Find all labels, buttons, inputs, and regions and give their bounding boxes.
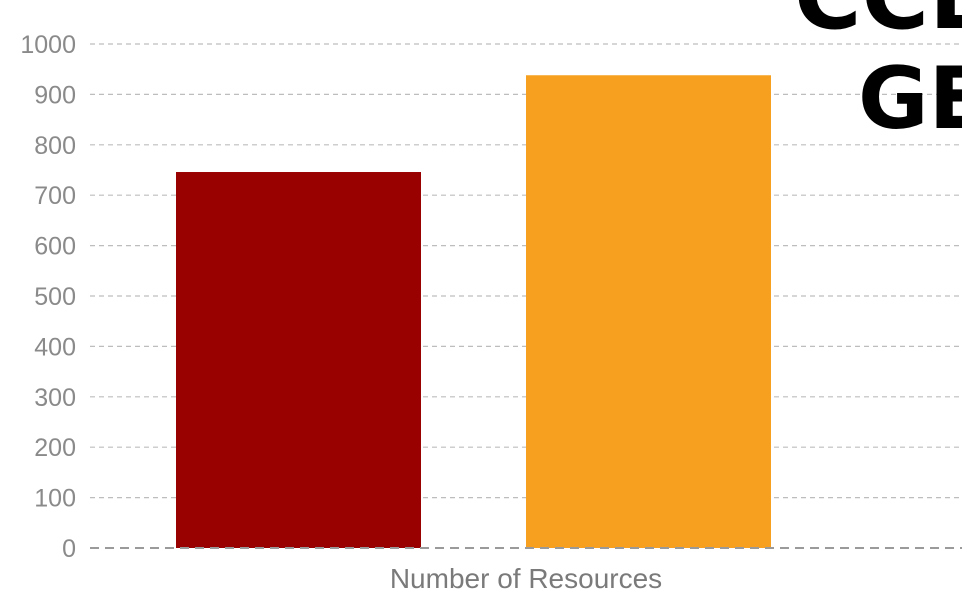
y-tick-label: 100	[34, 485, 76, 513]
y-tick-label: 900	[34, 81, 76, 109]
y-tick-label: 300	[34, 384, 76, 412]
x-category-label: Number of Resources	[390, 563, 662, 594]
y-tick-label: 0	[62, 535, 76, 563]
y-tick-label: 800	[34, 132, 76, 160]
overlay-title-line-2: GE	[858, 49, 962, 149]
y-tick-label: 200	[34, 434, 76, 462]
y-tick-label: 700	[34, 182, 76, 210]
bars	[176, 75, 771, 549]
overlay-title-line-1: CCE	[794, 0, 962, 50]
y-tick-label: 400	[34, 333, 76, 361]
y-tick-label: 1000	[20, 31, 76, 59]
bar-series-2	[526, 75, 771, 549]
overlay-title: CCE GE	[794, 0, 962, 149]
bar-series-1	[176, 172, 421, 549]
y-tick-label: 600	[34, 233, 76, 261]
y-tick-label: 500	[34, 283, 76, 311]
axes: 0 100 200 300 400 500 600 700 800 900 1000 Number o…	[20, 31, 962, 594]
